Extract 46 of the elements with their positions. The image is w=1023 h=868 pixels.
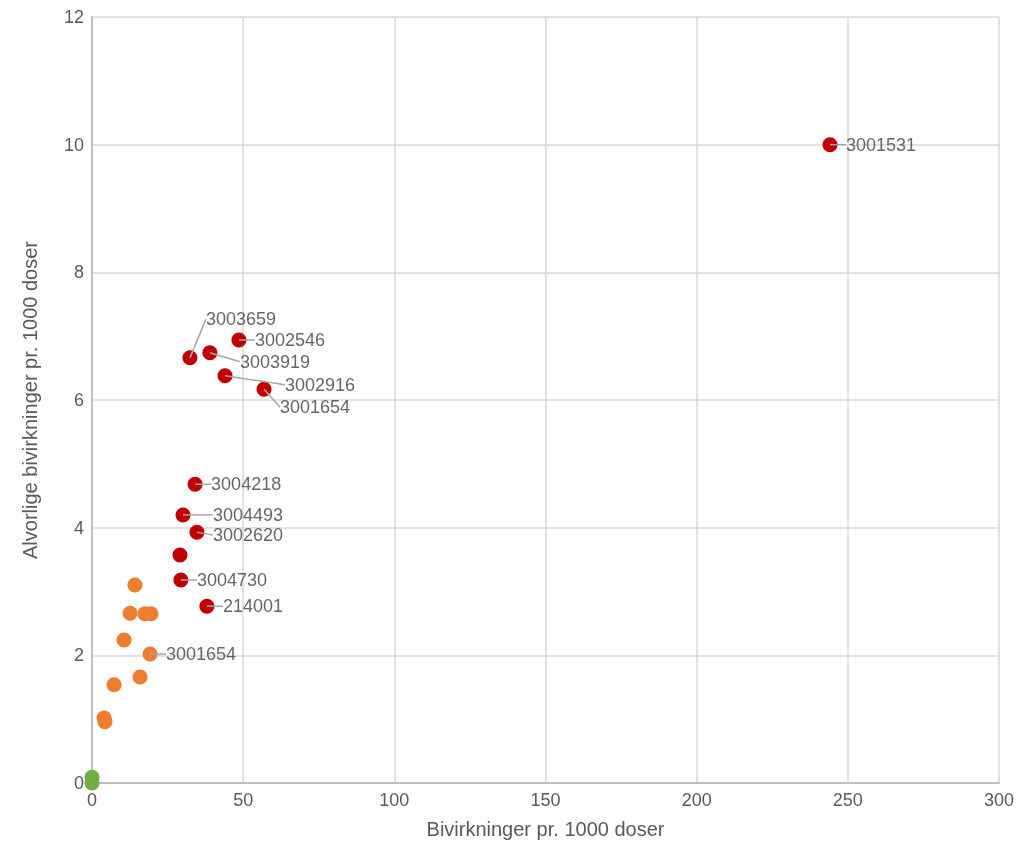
x-tick-label: 0 xyxy=(86,790,98,810)
x-tick-label: 150 xyxy=(530,790,561,810)
point xyxy=(106,677,122,693)
annotation: 3001531 xyxy=(846,134,917,155)
annotation: 214001 xyxy=(222,596,283,617)
annotation: 3003659 xyxy=(205,308,277,329)
x-tick-label: 100 xyxy=(379,790,410,810)
annotation: 3001654 xyxy=(166,644,237,665)
y-tick-label: 6 xyxy=(73,390,84,410)
x-tick-label: 50 xyxy=(233,790,254,810)
annotation: 3002546 xyxy=(254,330,326,350)
y-tick-label: 10 xyxy=(63,134,84,155)
annotation: 3004493 xyxy=(213,504,284,525)
annotation: 3001654 xyxy=(280,397,351,418)
point xyxy=(172,547,188,563)
y-tick-label: 0 xyxy=(73,773,84,793)
annotation: 3002916 xyxy=(285,374,356,395)
point xyxy=(173,572,189,588)
x-tick-label: 250 xyxy=(832,790,863,810)
y-tick-label: 12 xyxy=(63,7,84,27)
y-axis-title: Alvorlige bivirkninger pr. 1000 doser xyxy=(19,240,41,559)
x-axis-title: Bivirkninger pr. 1000 doser xyxy=(426,818,665,840)
point xyxy=(217,368,233,384)
point xyxy=(189,524,205,540)
point xyxy=(175,507,191,523)
annotation: 3004730 xyxy=(196,570,267,591)
point xyxy=(182,350,198,366)
annotation: 3004218 xyxy=(211,474,282,495)
y-tick-label: 2 xyxy=(73,645,84,666)
y-tick-label: 4 xyxy=(73,517,84,538)
point xyxy=(127,577,143,593)
annotation: 3003919 xyxy=(239,351,310,372)
annotation: 3002620 xyxy=(212,525,283,546)
point xyxy=(256,381,272,397)
point xyxy=(231,332,247,348)
x-tick-label: 300 xyxy=(983,790,1015,810)
point xyxy=(122,605,138,621)
point xyxy=(202,345,218,361)
point xyxy=(199,598,215,614)
x-tick-label: 200 xyxy=(681,790,712,810)
point xyxy=(116,632,132,648)
point xyxy=(822,137,838,153)
point xyxy=(142,646,158,662)
point xyxy=(187,476,203,492)
point xyxy=(132,669,148,685)
y-tick-label: 8 xyxy=(73,262,84,283)
